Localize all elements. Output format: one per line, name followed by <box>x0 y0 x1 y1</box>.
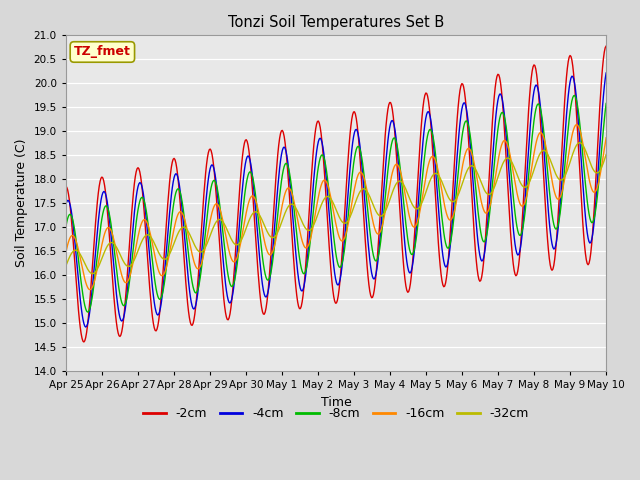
-8cm <box>470 162 477 168</box>
-16cm <box>470 157 477 163</box>
-2cm <box>307 178 315 183</box>
-16cm <box>424 166 431 171</box>
-8cm <box>424 133 431 139</box>
-16cm <box>86 287 94 292</box>
-4cm <box>602 70 610 76</box>
-32cm <box>202 244 209 250</box>
Line: -2cm: -2cm <box>66 46 606 342</box>
-8cm <box>307 230 315 236</box>
-2cm <box>159 279 166 285</box>
-8cm <box>202 227 209 233</box>
-8cm <box>381 195 389 201</box>
-32cm <box>602 152 610 157</box>
-32cm <box>62 263 70 269</box>
Legend: -2cm, -4cm, -8cm, -16cm, -32cm: -2cm, -4cm, -8cm, -16cm, -32cm <box>138 402 534 425</box>
-16cm <box>381 209 389 215</box>
-16cm <box>159 273 166 278</box>
-8cm <box>62 224 70 230</box>
Line: -32cm: -32cm <box>66 143 606 274</box>
-8cm <box>159 291 166 297</box>
-4cm <box>381 168 389 174</box>
Line: -4cm: -4cm <box>66 73 606 327</box>
-4cm <box>159 292 166 298</box>
-16cm <box>62 250 70 255</box>
-2cm <box>202 170 209 176</box>
-16cm <box>602 135 610 141</box>
-2cm <box>470 221 477 227</box>
-32cm <box>159 255 166 261</box>
Y-axis label: Soil Temperature (C): Soil Temperature (C) <box>15 139 28 267</box>
-16cm <box>573 122 580 128</box>
-2cm <box>424 93 431 99</box>
-32cm <box>576 140 584 145</box>
-4cm <box>62 202 70 208</box>
X-axis label: Time: Time <box>321 396 351 408</box>
-8cm <box>602 100 610 106</box>
Line: -16cm: -16cm <box>66 125 606 289</box>
-16cm <box>202 242 209 248</box>
-8cm <box>84 309 92 315</box>
-4cm <box>82 324 90 330</box>
-32cm <box>89 271 97 276</box>
-32cm <box>424 184 431 190</box>
-2cm <box>80 339 88 345</box>
-32cm <box>307 226 315 232</box>
-4cm <box>424 109 431 115</box>
-2cm <box>381 133 389 139</box>
-32cm <box>470 164 477 169</box>
-2cm <box>62 183 70 189</box>
-4cm <box>202 202 209 207</box>
Line: -8cm: -8cm <box>66 96 606 312</box>
-16cm <box>307 233 315 239</box>
Text: TZ_fmet: TZ_fmet <box>74 46 131 59</box>
-8cm <box>571 93 579 98</box>
Title: Tonzi Soil Temperatures Set B: Tonzi Soil Temperatures Set B <box>228 15 444 30</box>
-4cm <box>470 185 477 191</box>
-2cm <box>602 43 610 49</box>
-4cm <box>307 209 315 215</box>
-32cm <box>381 209 389 215</box>
